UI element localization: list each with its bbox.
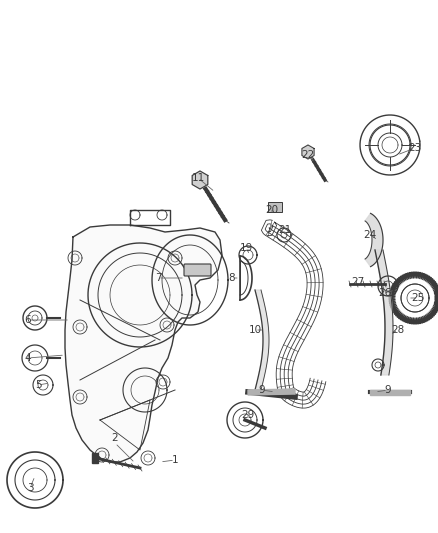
Text: 8: 8 <box>229 273 235 283</box>
Text: 19: 19 <box>240 243 253 253</box>
Polygon shape <box>92 453 98 463</box>
Bar <box>268 202 282 212</box>
Text: 1: 1 <box>172 455 178 465</box>
Text: 9: 9 <box>259 385 265 395</box>
Text: 3: 3 <box>27 483 33 493</box>
Text: 23: 23 <box>408 143 422 153</box>
Text: 24: 24 <box>364 230 377 240</box>
Text: 29: 29 <box>241 410 254 420</box>
Polygon shape <box>192 171 208 189</box>
Text: 7: 7 <box>155 273 161 283</box>
Text: 2: 2 <box>112 433 118 443</box>
Text: 28: 28 <box>392 325 405 335</box>
Text: 4: 4 <box>25 353 31 363</box>
Polygon shape <box>375 250 393 375</box>
Polygon shape <box>302 145 314 159</box>
Text: 9: 9 <box>385 385 391 395</box>
Text: 6: 6 <box>25 315 31 325</box>
Polygon shape <box>370 390 410 395</box>
FancyBboxPatch shape <box>184 264 211 276</box>
Text: 11: 11 <box>191 173 205 183</box>
Polygon shape <box>65 225 222 462</box>
Polygon shape <box>255 290 269 390</box>
Text: 21: 21 <box>279 225 292 235</box>
Text: 26: 26 <box>378 288 392 298</box>
Text: 5: 5 <box>35 380 41 390</box>
Text: 25: 25 <box>411 293 424 303</box>
Polygon shape <box>248 389 295 395</box>
Text: 27: 27 <box>351 277 364 287</box>
Text: 22: 22 <box>301 150 314 160</box>
Text: 10: 10 <box>248 325 261 335</box>
Polygon shape <box>365 213 383 266</box>
Text: 20: 20 <box>265 205 279 215</box>
